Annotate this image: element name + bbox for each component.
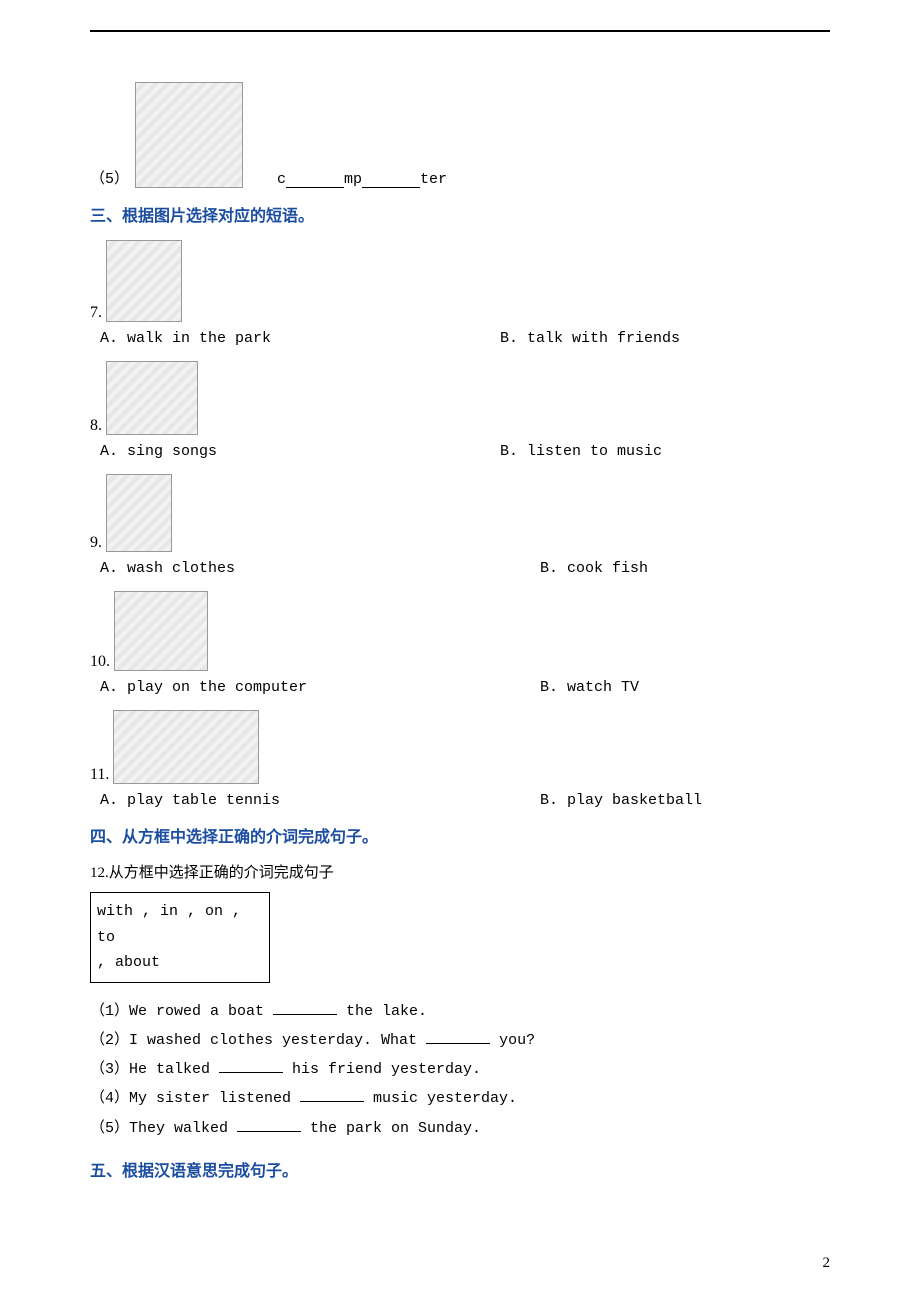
q5-mid: mp (344, 171, 362, 188)
q12-s3: （3）He talked his friend yesterday. (90, 1055, 830, 1084)
q12-s2b: you? (490, 1032, 535, 1049)
q12-s5: （5）They walked the park on Sunday. (90, 1114, 830, 1143)
q11-optA[interactable]: A. play table tennis (90, 792, 540, 809)
q5-blank2[interactable] (362, 174, 420, 188)
q9-num: 9. (90, 534, 102, 551)
walk-park-icon (106, 240, 182, 322)
section5-title: 五、根据汉语意思完成句子。 (90, 1157, 830, 1181)
q12-heading: 12.从方框中选择正确的介词完成句子 (90, 861, 830, 882)
q5-row: （5） c mp ter (90, 82, 830, 188)
q7-num: 7. (90, 304, 102, 321)
q12-s3b: his friend yesterday. (283, 1061, 481, 1078)
q12-s4: （4）My sister listened music yesterday. (90, 1084, 830, 1113)
q9-optA[interactable]: A. wash clothes (90, 560, 500, 577)
section3-title: 三、根据图片选择对应的短语。 (90, 202, 830, 226)
q12-s1a: （1）We rowed a boat (90, 1003, 273, 1020)
q11-options: A. play table tennis B. play basketball (90, 792, 830, 809)
q9-row: 9. (90, 474, 830, 552)
q5-image-wrap (135, 82, 243, 188)
watch-tv-icon (114, 591, 208, 671)
q7-options: A. walk in the park B. talk with friends (90, 330, 830, 347)
q12-s4a: （4）My sister listened (90, 1090, 300, 1107)
listen-music-icon (106, 361, 198, 435)
q12-blank5[interactable] (237, 1118, 301, 1132)
table-tennis-icon (113, 710, 259, 784)
box-line2: , about (97, 950, 263, 976)
q11-num: 11. (90, 766, 109, 783)
q8-optA[interactable]: A. sing songs (90, 443, 500, 460)
q12-s1b: the lake. (337, 1003, 427, 1020)
q12-blank3[interactable] (219, 1059, 283, 1073)
q10-num: 10. (90, 653, 110, 670)
top-rule (90, 30, 830, 32)
q9-options: A. wash clothes B. cook fish (90, 560, 830, 577)
q7-row: 7. (90, 240, 830, 322)
q7-optA[interactable]: A. walk in the park (90, 330, 500, 347)
section4-title: 四、从方框中选择正确的介词完成句子。 (90, 823, 830, 847)
q12-s2a: （2）I washed clothes yesterday. What (90, 1032, 426, 1049)
q12-blank1[interactable] (273, 1001, 337, 1015)
q5-pre: c (277, 171, 286, 188)
q9-optB[interactable]: B. cook fish (500, 560, 830, 577)
q12-s5a: （5）They walked (90, 1120, 237, 1137)
page-number: 2 (823, 1255, 831, 1272)
q5-suf: ter (420, 171, 447, 188)
q7-optB[interactable]: B. talk with friends (500, 330, 830, 347)
wash-clothes-icon (106, 474, 172, 552)
q12-s3a: （3）He talked (90, 1061, 219, 1078)
q12-blank2[interactable] (426, 1030, 490, 1044)
q12-s2: （2）I washed clothes yesterday. What you? (90, 1026, 830, 1055)
q10-optB[interactable]: B. watch TV (540, 679, 830, 696)
q10-optA[interactable]: A. play on the computer (90, 679, 540, 696)
q8-row: 8. (90, 361, 830, 435)
q12-s4b: music yesterday. (364, 1090, 517, 1107)
q8-num: 8. (90, 417, 102, 434)
q11-optB[interactable]: B. play basketball (540, 792, 830, 809)
q12-s1: （1）We rowed a boat the lake. (90, 997, 830, 1026)
prep-box: with , in , on , to , about (90, 892, 270, 983)
q8-optB[interactable]: B. listen to music (500, 443, 830, 460)
q5-blank1[interactable] (286, 174, 344, 188)
q8-options: A. sing songs B. listen to music (90, 443, 830, 460)
q5-num: （5） (90, 167, 129, 188)
q11-row: 11. (90, 710, 830, 784)
box-line1: with , in , on , to (97, 899, 263, 950)
q12-s5b: the park on Sunday. (301, 1120, 481, 1137)
computer-icon (135, 82, 243, 188)
q10-row: 10. (90, 591, 830, 671)
q12-blank4[interactable] (300, 1088, 364, 1102)
q10-options: A. play on the computer B. watch TV (90, 679, 830, 696)
